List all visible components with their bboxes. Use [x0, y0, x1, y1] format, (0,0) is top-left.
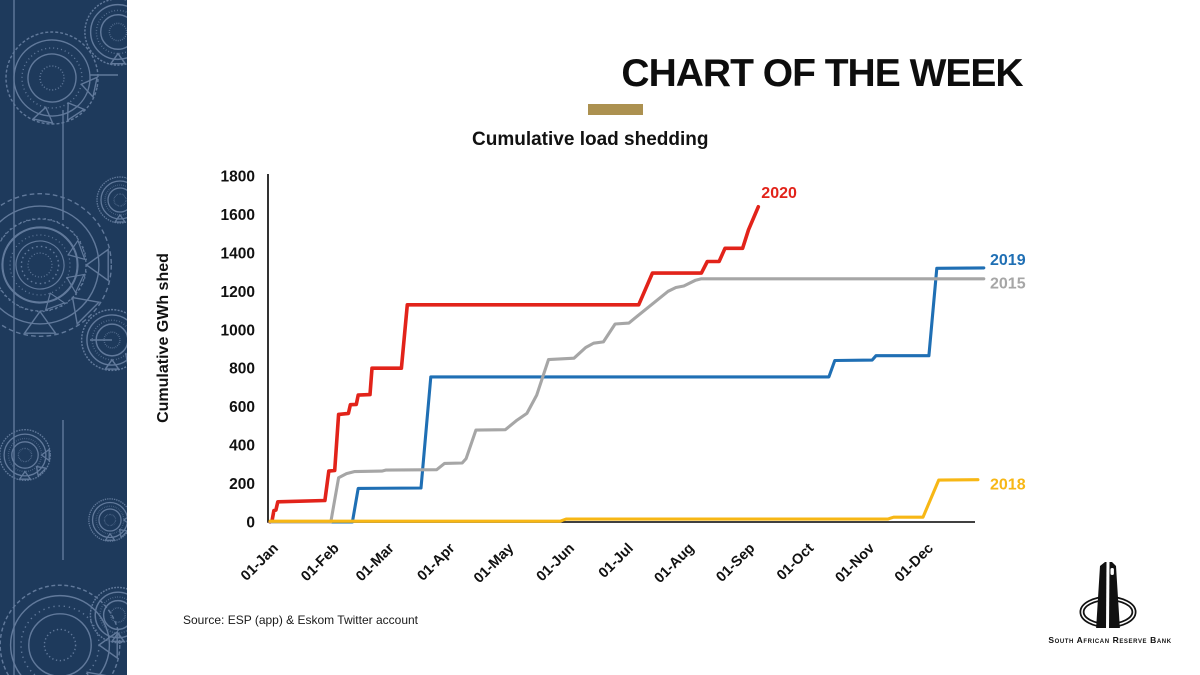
svg-text:1200: 1200: [221, 284, 255, 301]
sarb-logo-icon: [1079, 562, 1137, 630]
svg-text:1600: 1600: [221, 207, 255, 224]
svg-text:200: 200: [229, 476, 255, 493]
svg-text:800: 800: [229, 361, 255, 378]
svg-text:01-Sep: 01-Sep: [713, 540, 758, 585]
y-axis-ticks: 0 200 400 600 800 1000 1200 1400 1600 1800: [221, 169, 255, 532]
chart-title: Cumulative load shedding: [472, 129, 709, 150]
decorative-sidebar: [0, 0, 127, 675]
svg-text:01-Jun: 01-Jun: [534, 541, 578, 585]
series-labels: 2020 2019 2015 2018: [761, 185, 1025, 494]
series-label-2020: 2020: [761, 185, 797, 202]
series-2018: [268, 478, 980, 523]
ornament-pattern-icon: [0, 0, 127, 675]
svg-text:01-Aug: 01-Aug: [652, 541, 698, 587]
svg-text:01-Feb: 01-Feb: [298, 540, 342, 584]
series-label-2018: 2018: [990, 477, 1026, 494]
svg-text:400: 400: [229, 438, 255, 455]
sarb-logo: South African Reserve Bank: [1030, 552, 1190, 645]
svg-text:1400: 1400: [221, 245, 255, 262]
svg-text:1000: 1000: [221, 322, 255, 339]
source-note: Source: ESP (app) & Eskom Twitter accoun…: [183, 613, 418, 627]
svg-text:01-Jul: 01-Jul: [596, 541, 637, 582]
svg-text:01-Jan: 01-Jan: [238, 541, 282, 585]
series-2020: [268, 205, 761, 524]
svg-text:600: 600: [229, 399, 255, 416]
chart-axes: [267, 174, 975, 523]
y-axis-title: Cumulative GWh shed: [155, 253, 172, 423]
sarb-logo-caption: South African Reserve Bank: [1048, 635, 1172, 645]
svg-text:01-Dec: 01-Dec: [892, 541, 937, 586]
svg-text:01-May: 01-May: [471, 541, 517, 587]
svg-text:01-Oct: 01-Oct: [774, 540, 817, 583]
title-accent-bar: [588, 104, 643, 115]
svg-text:01-Mar: 01-Mar: [353, 540, 398, 585]
page-title: CHART OF THE WEEK: [621, 52, 1023, 95]
svg-text:0: 0: [246, 515, 255, 532]
series-2015: [268, 277, 986, 524]
svg-text:01-Apr: 01-Apr: [415, 540, 459, 584]
series-label-2019: 2019: [990, 252, 1026, 269]
svg-text:01-Nov: 01-Nov: [832, 541, 878, 587]
x-axis-ticks: 01-Jan 01-Feb 01-Mar 01-Apr 01-May 01-Jun 01-J…: [238, 540, 937, 586]
series-label-2015: 2015: [990, 275, 1026, 292]
series-2019: [268, 266, 986, 524]
svg-text:1800: 1800: [221, 169, 255, 186]
